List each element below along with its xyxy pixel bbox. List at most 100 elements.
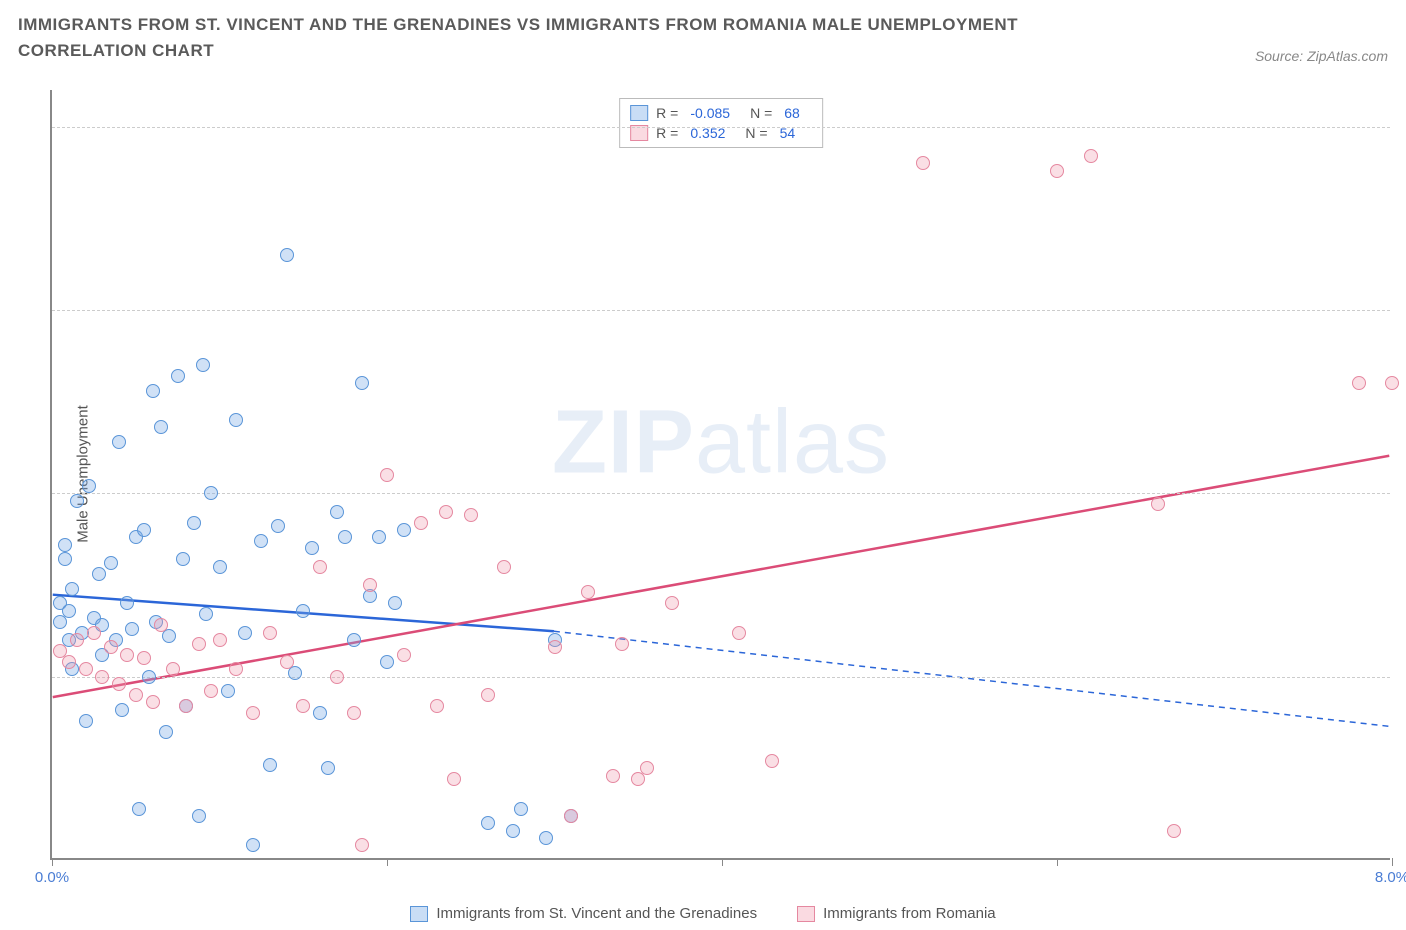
scatter-point [363, 578, 377, 592]
scatter-point [137, 651, 151, 665]
scatter-point [246, 706, 260, 720]
scatter-point [229, 413, 243, 427]
watermark-light: atlas [695, 393, 890, 493]
scatter-point [70, 494, 84, 508]
y-axis-label: Male Unemployment [74, 405, 91, 543]
scatter-point [1385, 376, 1399, 390]
scatter-point [388, 596, 402, 610]
scatter-point [1167, 824, 1181, 838]
scatter-point [506, 824, 520, 838]
title-area: IMMIGRANTS FROM ST. VINCENT AND THE GREN… [18, 12, 1388, 63]
scatter-point [305, 541, 319, 555]
scatter-point [665, 596, 679, 610]
scatter-point [115, 703, 129, 717]
scatter-point [1151, 497, 1165, 511]
legend-r-label: R = [656, 105, 678, 121]
scatter-point [347, 633, 361, 647]
scatter-point [142, 670, 156, 684]
scatter-point [640, 761, 654, 775]
scatter-point [129, 688, 143, 702]
scatter-point [137, 523, 151, 537]
scatter-point [321, 761, 335, 775]
source-attribution: Source: ZipAtlas.com [1255, 48, 1388, 64]
scatter-point [95, 670, 109, 684]
scatter-point [514, 802, 528, 816]
x-tick [1057, 858, 1058, 866]
scatter-point [355, 376, 369, 390]
x-tick-label: 0.0% [35, 869, 69, 886]
scatter-point [564, 809, 578, 823]
scatter-point [481, 816, 495, 830]
scatter-point [229, 662, 243, 676]
scatter-point [263, 758, 277, 772]
scatter-point [539, 831, 553, 845]
scatter-point [430, 699, 444, 713]
legend-swatch-blue [410, 906, 428, 922]
scatter-point [79, 714, 93, 728]
scatter-point [112, 677, 126, 691]
scatter-point [196, 358, 210, 372]
y-tick-label: 10.0% [1400, 485, 1406, 502]
scatter-point [187, 516, 201, 530]
legend-row-blue: R = -0.085 N = 68 [630, 103, 812, 123]
legend-label-blue: Immigrants from St. Vincent and the Gren… [436, 905, 757, 922]
scatter-point [120, 648, 134, 662]
x-tick [387, 858, 388, 866]
scatter-point [112, 435, 126, 449]
scatter-point [1352, 376, 1366, 390]
trend-lines [52, 90, 1390, 858]
scatter-point [313, 706, 327, 720]
scatter-point [397, 523, 411, 537]
scatter-point [79, 662, 93, 676]
scatter-point [125, 622, 139, 636]
scatter-point [581, 585, 595, 599]
scatter-point [246, 838, 260, 852]
scatter-point [254, 534, 268, 548]
scatter-point [765, 754, 779, 768]
watermark-bold: ZIP [552, 393, 695, 493]
scatter-point [213, 560, 227, 574]
x-tick [722, 858, 723, 866]
scatter-point [313, 560, 327, 574]
y-tick-label: 5.0% [1400, 668, 1406, 685]
scatter-point [166, 662, 180, 676]
gridline [52, 493, 1390, 494]
scatter-point [296, 699, 310, 713]
scatter-point [62, 604, 76, 618]
scatter-point [464, 508, 478, 522]
legend-n-label: N = [750, 105, 772, 121]
scatter-point [171, 369, 185, 383]
scatter-point [330, 505, 344, 519]
scatter-point [481, 688, 495, 702]
gridline [52, 127, 1390, 128]
legend-label-pink: Immigrants from Romania [823, 905, 996, 922]
scatter-point [1084, 149, 1098, 163]
legend-swatch-blue [630, 105, 648, 121]
scatter-point [916, 156, 930, 170]
scatter-point [372, 530, 386, 544]
scatter-point [380, 468, 394, 482]
scatter-point [146, 695, 160, 709]
scatter-point [615, 637, 629, 651]
scatter-point [355, 838, 369, 852]
scatter-point [288, 666, 302, 680]
legend-n-value-blue: 68 [784, 105, 800, 121]
scatter-point [380, 655, 394, 669]
scatter-point [606, 769, 620, 783]
watermark: ZIPatlas [552, 392, 890, 495]
scatter-point [120, 596, 134, 610]
scatter-point [263, 626, 277, 640]
scatter-point [221, 684, 235, 698]
scatter-point [104, 640, 118, 654]
scatter-point [162, 629, 176, 643]
scatter-point [296, 604, 310, 618]
y-tick-label: 15.0% [1400, 302, 1406, 319]
x-tick [52, 858, 53, 866]
scatter-point [213, 633, 227, 647]
scatter-point [204, 486, 218, 500]
scatter-point [58, 538, 72, 552]
scatter-point [204, 684, 218, 698]
scatter-point [179, 699, 193, 713]
legend-item-pink: Immigrants from Romania [797, 905, 996, 922]
scatter-point [338, 530, 352, 544]
